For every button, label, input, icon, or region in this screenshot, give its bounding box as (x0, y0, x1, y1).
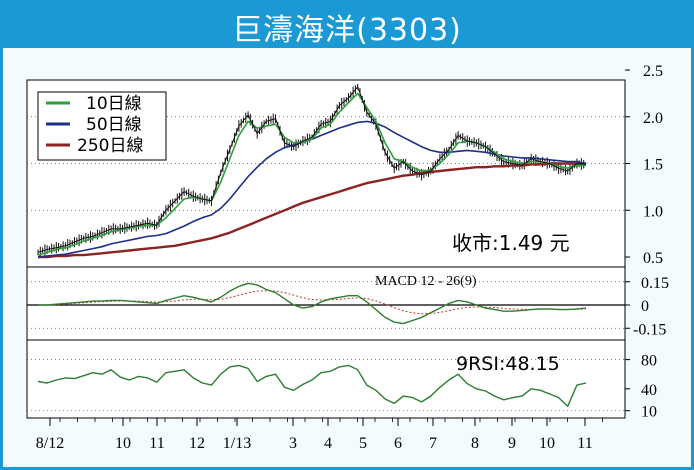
x-tick-label: 11 (149, 435, 164, 452)
x-tick-label: 7 (429, 435, 437, 452)
price-tick-label: 0.5 (643, 250, 663, 267)
x-tick-label: 8/12 (36, 435, 64, 452)
x-tick-label: 11 (577, 435, 592, 452)
price-tick-label: 2.5 (643, 63, 663, 80)
legend-label-ma250: 250日線 (77, 136, 143, 156)
rsi-panel (26, 339, 626, 419)
grid-lines (27, 69, 630, 412)
close-price-annotation: 收市:1.49 元 (452, 231, 570, 255)
rsi-line (37, 364, 587, 407)
legend-label-ma10: 10日線 (86, 94, 142, 114)
x-tick-label: 9 (508, 435, 516, 452)
price-panel (26, 79, 626, 268)
legend-label-ma50: 50日線 (86, 115, 142, 135)
rsi-tick-label: 40 (641, 382, 657, 399)
x-tick-label: 5 (359, 435, 367, 452)
series-lines (37, 84, 587, 407)
ma10-line (37, 92, 586, 256)
axis-ticks: 2.5 2.0 1.5 1.0 0.5 0.15 0 -0.15 80 40 10 8/12 10 11 1… (36, 63, 669, 452)
x-tick-label: 10 (115, 435, 131, 452)
macd-tick-label: 0.15 (641, 275, 669, 292)
rsi-title: 9RSI:48.15 (456, 353, 560, 375)
x-tick-label: 3 (289, 435, 297, 452)
x-tick-label: 8 (471, 435, 479, 452)
x-tick-label: 4 (324, 435, 332, 452)
legend: 10日線 50日線 250日線 (37, 91, 167, 161)
x-tick-label: 6 (394, 435, 402, 452)
x-tick-label: 12 (189, 435, 205, 452)
x-tick-label: 1/13 (223, 435, 251, 452)
rsi-tick-label: 10 (641, 404, 657, 421)
macd-line (38, 282, 587, 325)
price-tick-label: 1.0 (643, 203, 663, 220)
macd-panel (26, 266, 626, 341)
macd-signal-line (38, 290, 587, 315)
title-bar: 巨濤海洋(3303) (0, 0, 694, 48)
macd-tick-label: 0 (641, 298, 649, 315)
rsi-tick-label: 80 (641, 353, 657, 370)
x-tick-label: 10 (539, 435, 555, 452)
price-line (37, 86, 587, 253)
price-tick-label: 1.5 (643, 157, 663, 174)
price-tick-label: 2.0 (643, 110, 663, 127)
page-title: 巨濤海洋(3303) (232, 13, 462, 48)
ma250-line (38, 162, 586, 259)
macd-title: MACD 12 - 26(9) (375, 274, 477, 289)
macd-tick-label: -0.15 (633, 321, 666, 338)
